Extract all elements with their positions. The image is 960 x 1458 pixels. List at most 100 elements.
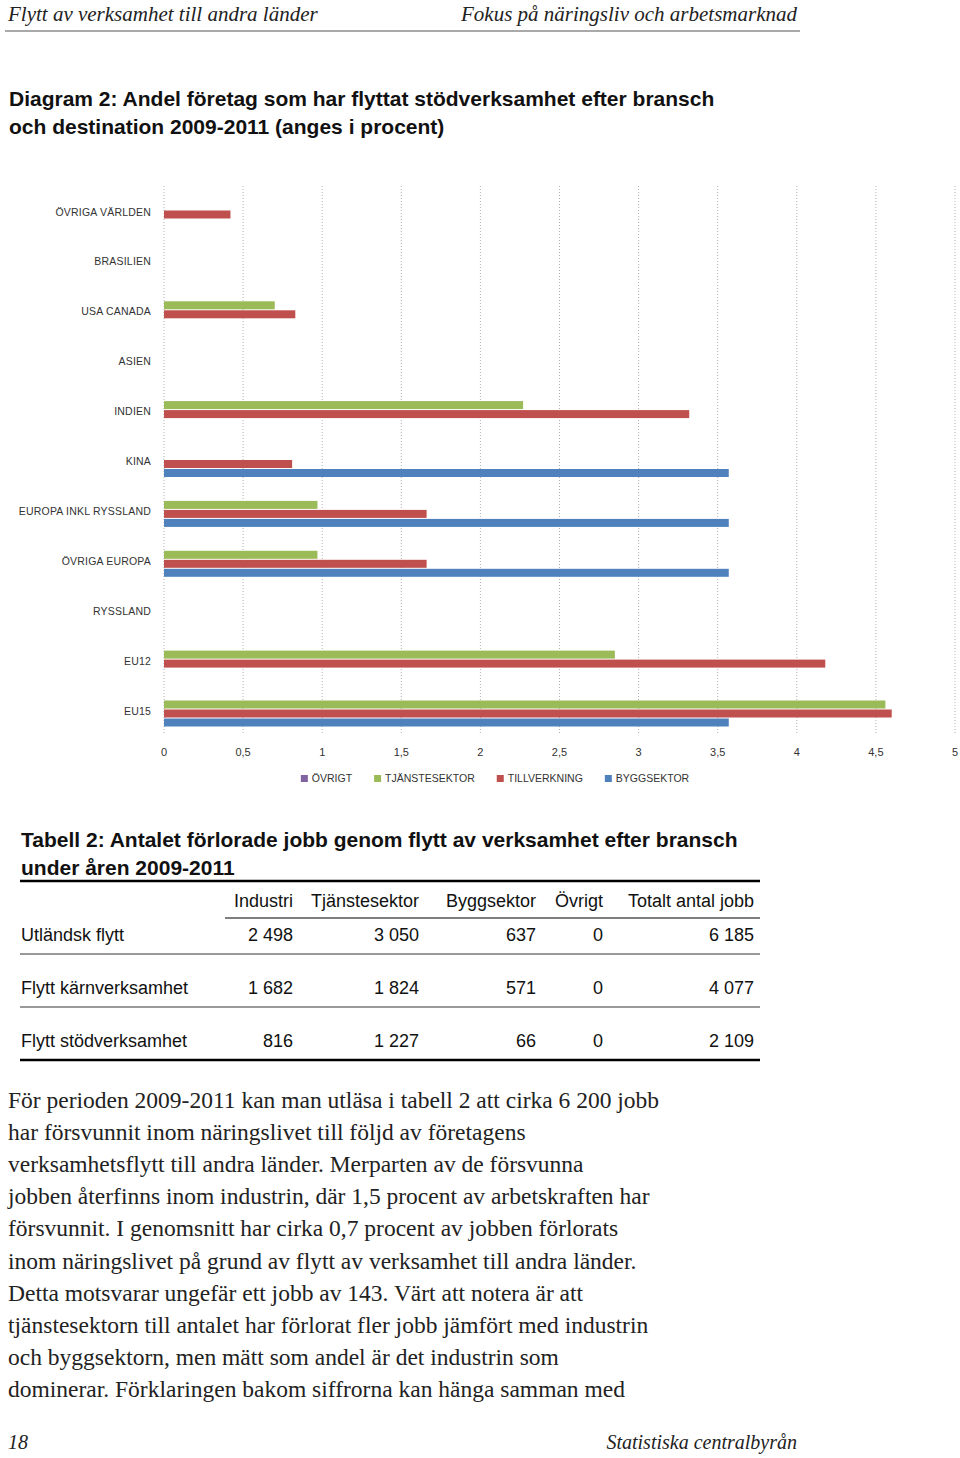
table-cell: 0 — [593, 1031, 603, 1051]
grid-line — [796, 186, 797, 735]
tick-label: 2 — [477, 746, 483, 758]
body-line: jobben återfinns inom industrin, där 1,5… — [7, 1183, 650, 1209]
table-header: Industri — [234, 891, 293, 911]
legend: ÖVRIGT TJÄNSTESEKTOR TILLVERKNING BYGGSEKTO… — [301, 772, 690, 784]
tick-label: 3 — [636, 746, 642, 758]
bar — [164, 710, 892, 718]
tick-label: 1,5 — [394, 746, 409, 758]
row-label: Flytt stödverksamhet — [21, 1031, 187, 1051]
bar — [164, 501, 317, 509]
table-rule — [20, 954, 760, 955]
bar — [164, 269, 165, 277]
legend-label: TJÄNSTESEKTOR — [385, 772, 475, 784]
bar — [164, 492, 165, 500]
tick-label: 2,5 — [552, 746, 567, 758]
table-cell: 0 — [593, 978, 603, 998]
bar — [164, 692, 165, 700]
table-cell: 1 682 — [248, 978, 293, 998]
bar — [164, 701, 885, 709]
bar — [164, 301, 275, 309]
category-label: BRASILIEN — [94, 255, 151, 267]
bar — [164, 560, 427, 568]
tick-label: 0 — [161, 746, 167, 758]
grid-line — [717, 186, 718, 735]
tick-label: 3,5 — [710, 746, 725, 758]
category-label: EU12 — [124, 655, 151, 667]
category-label: ÖVRIGA EUROPA — [62, 555, 151, 567]
table-rule — [20, 1007, 760, 1008]
category-label: EU15 — [124, 705, 151, 717]
header-left: Flytt av verksamhet till andra länder — [7, 2, 319, 26]
tick-label: 5 — [952, 746, 958, 758]
bar — [164, 442, 165, 450]
bar — [164, 369, 165, 377]
tick-label: 0,5 — [235, 746, 250, 758]
legend-label: TILLVERKNING — [508, 772, 583, 784]
body-line: För perioden 2009-2011 kan man utläsa i … — [8, 1087, 659, 1113]
bar — [164, 542, 165, 550]
bar — [164, 510, 427, 518]
legend-label: BYGGSEKTOR — [616, 772, 690, 784]
table-header: Byggsektor — [446, 891, 536, 911]
legend-label: ÖVRIGT — [312, 772, 353, 784]
publisher: Statistiska centralbyrån — [606, 1431, 797, 1454]
bar — [164, 592, 165, 600]
bar — [164, 569, 729, 577]
bar — [164, 292, 165, 300]
bar — [164, 460, 292, 468]
tick-label: 4 — [794, 746, 800, 758]
bar — [164, 360, 165, 368]
body-line: försvunnit. I genomsnitt har cirka 0,7 p… — [8, 1215, 618, 1241]
bar — [164, 410, 689, 418]
header-rule — [5, 31, 800, 32]
grid-line — [638, 186, 639, 735]
title-line: under åren 2009-2011 — [21, 856, 235, 879]
chart-title: Diagram 2: Andel företag som har flyttat… — [9, 87, 714, 138]
table-rule — [20, 880, 760, 883]
bar — [164, 260, 165, 268]
title-line: Diagram 2: Andel företag som har flyttat… — [9, 87, 714, 110]
table-cell: 2 498 — [248, 925, 293, 945]
bar — [164, 601, 165, 609]
body-line: har försvunnit inom näringslivet till fö… — [8, 1119, 526, 1145]
grid-line — [955, 186, 956, 735]
body-line: dominerar. Förklaringen bakom siffrorna … — [8, 1376, 625, 1402]
table-title: Tabell 2: Antalet förlorade jobb genom f… — [21, 828, 738, 879]
bar — [164, 419, 165, 427]
body-line: inom näringslivet på grund av flytt av v… — [8, 1248, 636, 1274]
legend-swatch — [497, 775, 504, 782]
body-line: Detta motsvarar ungefär ett jobb av 143.… — [8, 1280, 584, 1306]
page: Flytt av verksamhet till andra länder Fok… — [0, 0, 960, 1458]
page-number: 18 — [8, 1431, 28, 1453]
row-label: Utländsk flytt — [21, 925, 124, 945]
bar — [164, 519, 729, 527]
table-header: Tjänstesektor — [311, 891, 419, 911]
bar — [164, 251, 165, 259]
category-label: EUROPA INKL RYSSLAND — [19, 505, 151, 517]
body-line: och byggsektorn, men mätt som andel är d… — [8, 1344, 559, 1370]
table-cell: 6 185 — [709, 925, 754, 945]
table-cell: 1 227 — [374, 1031, 419, 1051]
bar — [164, 642, 165, 650]
table-cell: 816 — [263, 1031, 293, 1051]
bar — [164, 220, 165, 228]
bar — [164, 469, 729, 477]
category-label: RYSSLAND — [93, 605, 151, 617]
tick-label: 4,5 — [868, 746, 883, 758]
legend-swatch — [301, 775, 308, 782]
table-cell: 1 824 — [374, 978, 419, 998]
table-rule — [225, 917, 760, 918]
title-line: Tabell 2: Antalet förlorade jobb genom f… — [21, 828, 738, 851]
header-right: Fokus på näringsliv och arbetsmarknad — [460, 2, 797, 26]
bar — [164, 202, 165, 210]
table-cell: 66 — [516, 1031, 536, 1051]
bar — [164, 610, 165, 618]
legend-swatch — [605, 775, 612, 782]
body-line: verksamhetsflytt till andra länder. Merp… — [8, 1151, 584, 1177]
category-label: USA CANADA — [81, 305, 151, 317]
category-label: INDIEN — [114, 405, 151, 417]
category-label: ÖVRIGA VÄRLDEN — [55, 206, 151, 218]
table-cell: 637 — [506, 925, 536, 945]
bar — [164, 211, 230, 219]
grid — [164, 186, 955, 735]
